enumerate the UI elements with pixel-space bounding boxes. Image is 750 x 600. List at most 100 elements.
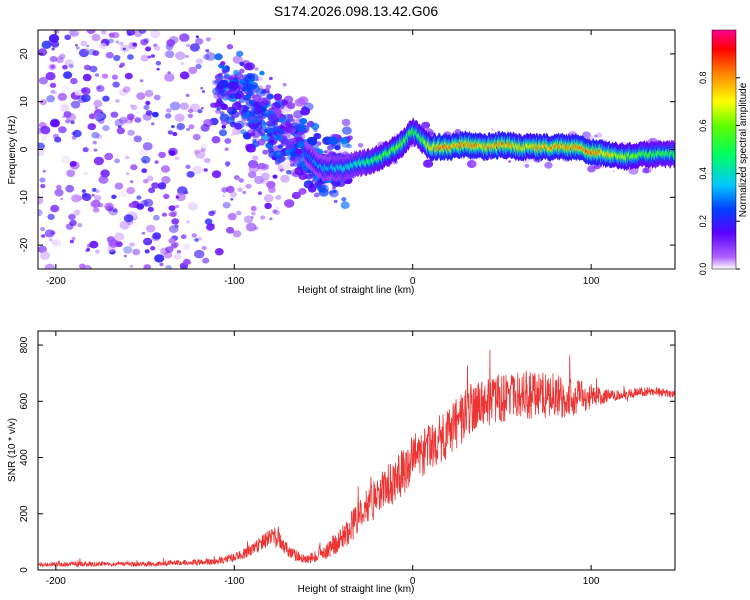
spectrogram-point: [193, 149, 200, 155]
spectrogram-point: [72, 129, 82, 138]
spectrogram-point: [49, 82, 57, 88]
spectrogram-point: [262, 149, 269, 155]
spectrogram-point: [279, 168, 284, 172]
spectrogram-point: [666, 136, 672, 142]
spectrogram-point: [156, 67, 160, 71]
spectrogram-point: [40, 125, 51, 135]
spectrogram-point: [229, 94, 234, 98]
spectrogram-point: [232, 102, 242, 110]
spectrogram-points: [38, 30, 672, 269]
spectrogram-point: [147, 55, 152, 59]
spectrogram-point: [126, 54, 134, 60]
spectrogram-point: [239, 111, 244, 116]
spectrogram-ylabel: Frequency (Hz): [7, 116, 18, 185]
spectrogram-point: [53, 30, 60, 34]
spectrogram-point: [490, 128, 494, 131]
spectrogram-point: [91, 131, 100, 139]
spectrogram-ridge-point: [672, 153, 675, 158]
spectrogram-point: [257, 169, 264, 174]
snr-axes: -200 -100 0 100 0 200 400 600 800: [19, 331, 675, 587]
spectrogram-point: [59, 53, 66, 60]
spectrogram-point: [57, 92, 67, 101]
spectrogram-point: [238, 178, 244, 183]
spectrogram-point: [259, 70, 265, 76]
snr-xtick-label: -200: [46, 576, 66, 587]
spectrogram-point: [285, 169, 292, 175]
spectrogram-point: [54, 188, 64, 197]
spectrogram-point: [86, 30, 96, 34]
spectrogram-point: [157, 182, 167, 190]
spectrogram-point: [62, 64, 68, 70]
spectrogram-point: [185, 54, 189, 58]
spectrogram-point: [188, 124, 195, 130]
spectrogram-point: [143, 38, 150, 43]
spectrogram-point: [192, 165, 203, 175]
spectrogram-point: [194, 249, 205, 259]
spectrogram-point: [222, 74, 231, 81]
spectrogram-point: [273, 93, 282, 101]
spectrogram-point: [271, 102, 281, 110]
spectrogram-point: [273, 209, 280, 216]
spectrogram-point: [267, 132, 273, 137]
snr-xtick-label: 0: [410, 576, 416, 587]
spectrogram-point: [143, 178, 149, 184]
spectrogram-point: [138, 30, 147, 34]
spectrogram-point: [254, 226, 259, 231]
spectrogram-point: [39, 251, 51, 260]
spectrogram-point: [247, 74, 254, 79]
spectrogram-point: [287, 122, 292, 127]
spectrogram-point: [257, 191, 262, 195]
spectrogram-point: [262, 163, 270, 170]
spectrogram-point: [276, 206, 280, 210]
spectrogram-point: [145, 100, 151, 106]
spectrogram-point: [92, 207, 100, 213]
spectrogram-point: [243, 113, 250, 119]
spectrogram-point: [39, 177, 46, 183]
spectrogram-point: [144, 89, 154, 97]
spectrogram-point: [60, 197, 64, 200]
spectrogram-point: [185, 93, 190, 97]
spectrogram-point: [186, 127, 190, 132]
spectrogram-point: [49, 56, 58, 63]
spectrogram-point: [171, 125, 175, 129]
spectrogram-point: [466, 160, 477, 168]
spectrogram-point: [69, 239, 74, 244]
spectrogram-point: [141, 231, 146, 235]
spectrogram-point: [125, 155, 130, 160]
spectrogram-point: [204, 218, 213, 225]
spectrogram-point: [68, 213, 76, 221]
spectrogram-point: [112, 208, 118, 213]
spectrogram-point: [197, 109, 203, 114]
snr-xtick-label: 100: [583, 576, 600, 587]
spectrogram-point: [233, 175, 240, 181]
spectrogram-point: [94, 195, 102, 201]
spectrogram-point: [100, 169, 110, 178]
spectrogram-point: [52, 90, 57, 95]
spectrogram-point: [220, 103, 229, 111]
spectrogram-point: [186, 43, 191, 48]
spectrogram-point: [269, 76, 273, 81]
spectrogram-point: [267, 122, 279, 132]
spectrogram-point: [269, 217, 273, 221]
spectrogram-point: [136, 110, 140, 115]
spectrogram-point: [295, 148, 303, 155]
spectrogram-point: [195, 58, 203, 65]
spectrogram-point: [231, 110, 240, 118]
spectrogram-point: [126, 187, 136, 195]
spectrogram-point: [235, 93, 242, 99]
spectrogram-point: [260, 172, 270, 181]
spectrogram-point: [152, 232, 162, 240]
spectrogram-xtick-label: 0: [410, 276, 416, 287]
spectrogram-point: [123, 214, 134, 223]
spectrogram-xlabel: Height of straight line (km): [298, 285, 415, 296]
spectrogram-point: [101, 73, 109, 79]
spectrogram-point: [49, 119, 60, 128]
spectrogram-point: [73, 209, 81, 216]
spectrogram-point: [80, 94, 91, 103]
spectrogram-point: [287, 113, 294, 120]
spectrogram-point: [38, 48, 48, 57]
spectrogram-point: [127, 129, 135, 136]
spectrogram-point: [69, 219, 77, 227]
spectrogram-point: [63, 71, 73, 79]
spectrogram-point: [148, 187, 156, 194]
